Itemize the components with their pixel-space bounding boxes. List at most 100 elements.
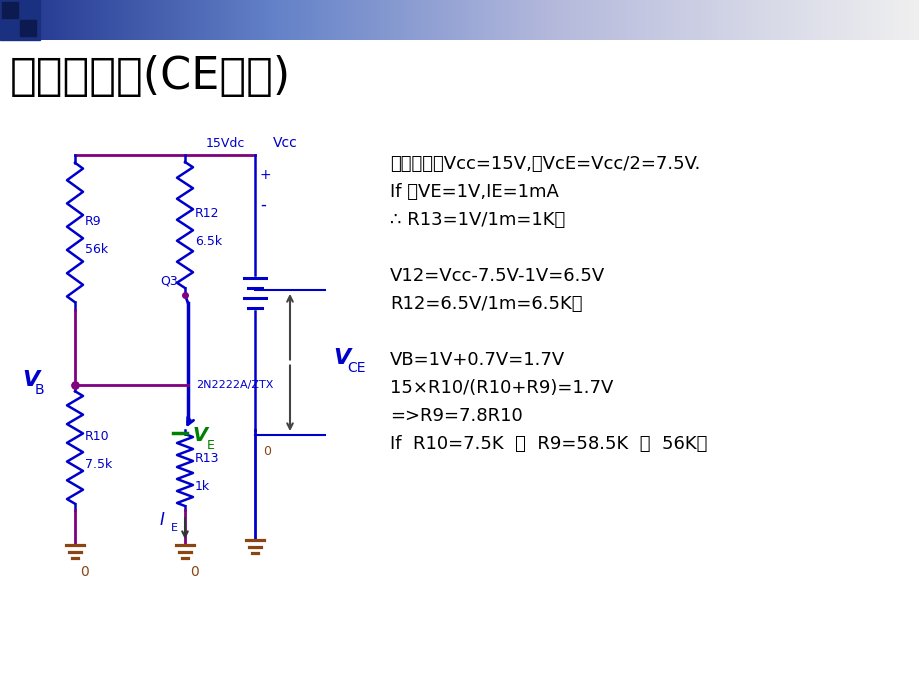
Bar [313, 0, 314, 40]
Bar [144, 0, 145, 40]
Bar [162, 0, 163, 40]
Bar [96, 0, 98, 40]
Bar [272, 0, 273, 40]
Bar [116, 0, 117, 40]
Bar [74, 0, 75, 40]
Bar [145, 0, 146, 40]
Text: =>R9=7.8R10: =>R9=7.8R10 [390, 407, 522, 425]
Bar [561, 0, 562, 40]
Bar [803, 0, 804, 40]
Bar [295, 0, 296, 40]
Bar [658, 0, 659, 40]
Bar [306, 0, 307, 40]
Bar [504, 0, 505, 40]
Bar [320, 0, 321, 40]
Text: Q3: Q3 [160, 274, 177, 287]
Bar [763, 0, 765, 40]
Bar [721, 0, 722, 40]
Bar [755, 0, 756, 40]
Bar [555, 0, 556, 40]
Bar [407, 0, 409, 40]
Bar [668, 0, 669, 40]
Bar [418, 0, 420, 40]
Bar [585, 0, 586, 40]
Bar [650, 0, 651, 40]
Bar [902, 0, 903, 40]
Bar [65, 0, 66, 40]
Bar [53, 0, 54, 40]
Bar [612, 0, 613, 40]
Bar [35, 0, 36, 40]
Bar [246, 0, 248, 40]
Bar [606, 0, 607, 40]
Bar [884, 0, 885, 40]
Bar [40, 0, 41, 40]
Bar [508, 0, 509, 40]
Bar [288, 0, 289, 40]
Bar [813, 0, 814, 40]
Bar [119, 0, 121, 40]
Bar [70, 0, 71, 40]
Bar [494, 0, 495, 40]
Bar [910, 0, 911, 40]
Bar [82, 0, 83, 40]
Bar [77, 0, 78, 40]
Bar [729, 0, 731, 40]
Bar [527, 0, 528, 40]
Bar [193, 0, 194, 40]
Bar [897, 0, 898, 40]
Bar [423, 0, 424, 40]
Bar [226, 0, 227, 40]
Bar [870, 0, 871, 40]
Bar [214, 0, 215, 40]
Bar [513, 0, 514, 40]
Bar [104, 0, 105, 40]
Bar [507, 0, 508, 40]
Bar [15, 0, 16, 40]
Bar [209, 0, 210, 40]
Bar [31, 0, 32, 40]
Bar [556, 0, 558, 40]
Bar [547, 0, 548, 40]
Bar [861, 0, 862, 40]
Bar [332, 0, 333, 40]
Bar [852, 0, 853, 40]
Bar [307, 0, 308, 40]
Bar [105, 0, 106, 40]
Bar [611, 0, 612, 40]
Bar [221, 0, 222, 40]
Bar [392, 0, 393, 40]
Bar [185, 0, 186, 40]
Bar [275, 0, 276, 40]
Bar [6, 0, 7, 40]
Bar [378, 0, 379, 40]
Bar [59, 0, 60, 40]
Bar [554, 0, 555, 40]
Bar [802, 0, 803, 40]
Bar [849, 0, 850, 40]
Bar [18, 0, 19, 40]
Bar [393, 0, 394, 40]
Bar [544, 0, 545, 40]
Bar [767, 0, 768, 40]
Bar [41, 0, 42, 40]
Bar [326, 0, 328, 40]
Bar [455, 0, 456, 40]
Bar [440, 0, 441, 40]
Bar [680, 0, 681, 40]
Text: V: V [333, 348, 350, 368]
Bar [197, 0, 198, 40]
Bar [317, 0, 318, 40]
Bar [249, 0, 250, 40]
Bar [674, 0, 675, 40]
Bar [129, 0, 130, 40]
Bar [528, 0, 529, 40]
Bar [572, 0, 573, 40]
Bar [575, 0, 576, 40]
Bar [365, 0, 366, 40]
Bar [838, 0, 839, 40]
Bar [807, 0, 808, 40]
Bar [405, 0, 406, 40]
Bar [804, 0, 805, 40]
Bar [452, 0, 453, 40]
